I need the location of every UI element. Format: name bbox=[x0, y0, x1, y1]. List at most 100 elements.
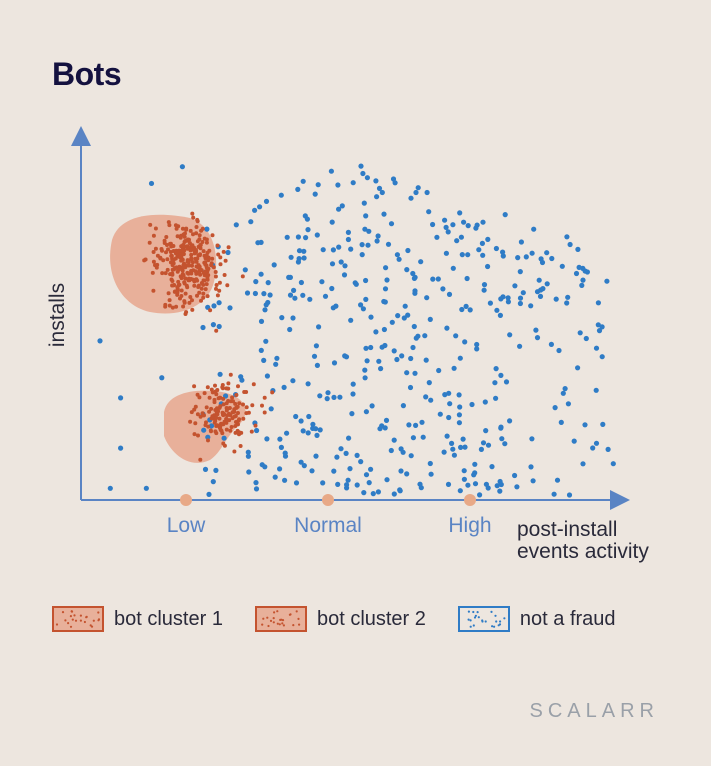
bot-cluster-point bbox=[169, 253, 174, 258]
not-a-fraud-point bbox=[517, 295, 524, 301]
bot-cluster-point bbox=[235, 404, 240, 409]
not-a-fraud-point bbox=[478, 446, 484, 452]
not-a-fraud-point bbox=[221, 435, 227, 441]
not-a-fraud-point bbox=[253, 480, 259, 486]
not-a-fraud-point bbox=[293, 413, 299, 420]
not-a-fraud-point bbox=[500, 253, 506, 259]
not-a-fraud-point bbox=[335, 481, 341, 487]
not-a-fraud-point bbox=[413, 422, 419, 428]
bot-cluster-point bbox=[194, 277, 199, 282]
not-a-fraud-point bbox=[366, 480, 372, 486]
not-a-fraud-point bbox=[515, 255, 521, 261]
not-a-fraud-point bbox=[264, 373, 270, 379]
not-a-fraud-point bbox=[368, 466, 374, 472]
bot-cluster-point bbox=[236, 384, 240, 389]
bot-cluster-point bbox=[202, 391, 207, 396]
bot-cluster-point bbox=[170, 305, 175, 310]
not-a-fraud-point bbox=[517, 343, 523, 349]
not-a-fraud-point bbox=[335, 182, 341, 188]
not-a-fraud-point bbox=[397, 488, 403, 494]
not-a-fraud-point bbox=[492, 380, 498, 386]
not-a-fraud-point bbox=[446, 390, 452, 396]
not-a-fraud-point bbox=[396, 256, 402, 262]
not-a-fraud-point bbox=[279, 315, 285, 321]
not-a-fraud-point bbox=[446, 291, 453, 297]
not-a-fraud-point bbox=[440, 286, 446, 292]
not-a-fraud-point bbox=[412, 288, 418, 294]
bot-cluster-point bbox=[175, 234, 180, 239]
bot-cluster-point bbox=[166, 247, 170, 252]
not-a-fraud-point bbox=[453, 333, 459, 339]
not-a-fraud-point bbox=[583, 335, 589, 342]
bot-cluster-point bbox=[204, 265, 209, 270]
not-a-fraud-point bbox=[376, 358, 382, 364]
not-a-fraud-point bbox=[446, 414, 452, 421]
not-a-fraud-point bbox=[362, 367, 368, 373]
bot-cluster-point bbox=[171, 283, 176, 288]
not-a-fraud-point bbox=[379, 344, 385, 350]
not-a-fraud-point bbox=[564, 300, 570, 306]
bot-cluster-point bbox=[167, 303, 172, 308]
not-a-fraud-point bbox=[413, 335, 419, 341]
not-a-fraud-point bbox=[600, 421, 606, 427]
bot-cluster-point bbox=[176, 267, 181, 272]
not-a-fraud-point bbox=[313, 343, 319, 349]
not-a-fraud-point bbox=[211, 303, 217, 309]
not-a-fraud-point bbox=[253, 486, 260, 492]
not-a-fraud-point bbox=[461, 476, 467, 482]
not-a-fraud-point bbox=[464, 275, 470, 282]
bot-cluster-point bbox=[179, 248, 184, 253]
not-a-fraud-point bbox=[316, 324, 322, 330]
not-a-fraud-point bbox=[494, 483, 500, 489]
not-a-fraud-point bbox=[364, 358, 370, 364]
not-a-fraud-point bbox=[413, 189, 419, 196]
bot-cluster-point bbox=[206, 438, 210, 443]
not-a-fraud-point bbox=[548, 341, 555, 347]
bot-cluster-point bbox=[221, 402, 226, 407]
bot-cluster-point bbox=[197, 290, 202, 295]
bot-cluster-point bbox=[230, 395, 235, 400]
bot-cluster-point bbox=[165, 257, 170, 262]
not-a-fraud-point bbox=[148, 180, 155, 187]
not-a-fraud-point bbox=[344, 482, 350, 488]
not-a-fraud-point bbox=[528, 303, 534, 309]
not-a-fraud-point bbox=[368, 314, 374, 320]
not-a-fraud-point bbox=[493, 395, 499, 401]
bot-cluster-point bbox=[226, 381, 231, 386]
bot-cluster-point bbox=[189, 256, 194, 261]
not-a-fraud-point bbox=[531, 226, 537, 232]
not-a-fraud-point bbox=[374, 194, 380, 200]
bot-cluster-point bbox=[241, 402, 245, 407]
not-a-fraud-point bbox=[428, 471, 434, 477]
bot-cluster-point bbox=[182, 281, 187, 286]
not-a-fraud-point bbox=[529, 250, 535, 256]
not-a-fraud-point bbox=[363, 409, 369, 415]
not-a-fraud-point bbox=[575, 365, 581, 371]
legend-item-not-a-fraud: not a fraud bbox=[457, 606, 616, 632]
bot-cluster-point bbox=[217, 280, 222, 285]
bot-cluster-point bbox=[180, 226, 185, 231]
not-a-fraud-point bbox=[552, 405, 558, 411]
bot-cluster-point bbox=[225, 418, 230, 422]
x-tick-label: Normal bbox=[294, 514, 362, 537]
bot-cluster-point bbox=[199, 298, 203, 303]
not-a-fraud-point bbox=[558, 419, 564, 425]
not-a-fraud-point bbox=[379, 189, 385, 196]
not-a-fraud-point bbox=[336, 244, 342, 250]
not-a-fraud-point bbox=[479, 240, 485, 246]
not-a-fraud-point bbox=[420, 434, 426, 440]
not-a-fraud-point bbox=[467, 307, 473, 313]
bot-cluster-point bbox=[195, 293, 199, 298]
not-a-fraud-point bbox=[248, 219, 254, 225]
not-a-fraud-point bbox=[246, 469, 252, 475]
not-a-fraud-point bbox=[571, 438, 577, 444]
bot-cluster-point bbox=[205, 385, 210, 390]
bot-cluster-point bbox=[206, 258, 211, 263]
bot-cluster-point bbox=[224, 408, 229, 413]
not-a-fraud-point bbox=[564, 234, 570, 240]
not-a-fraud-point bbox=[373, 178, 379, 184]
bot-cluster-point bbox=[195, 239, 200, 244]
not-a-fraud-point bbox=[560, 390, 566, 396]
legend-label: not a fraud bbox=[519, 607, 616, 630]
not-a-fraud-point bbox=[529, 436, 535, 442]
